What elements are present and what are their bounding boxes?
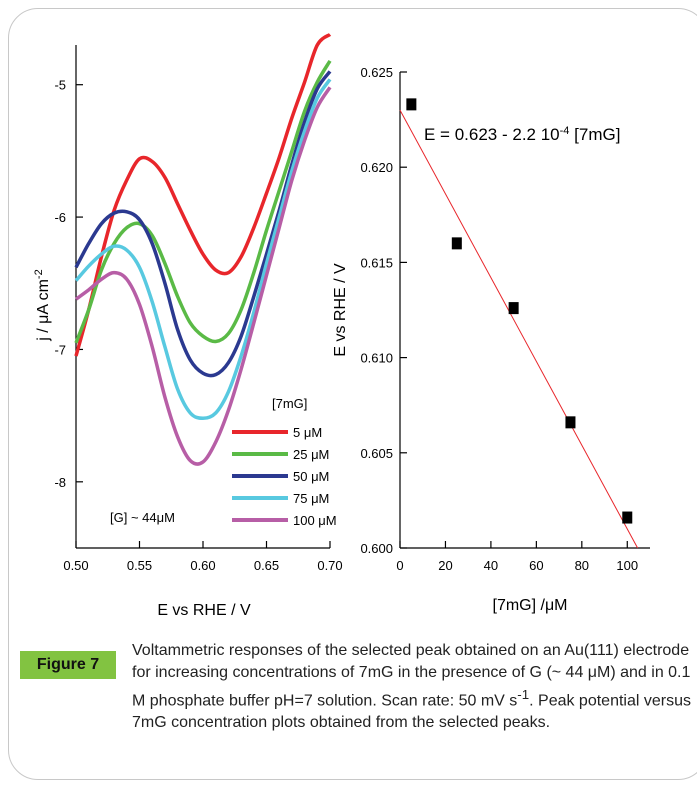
right-x-tick-label: 60 xyxy=(529,558,543,573)
legend-entry: 5 μM xyxy=(293,425,322,440)
right-x-tick-label: 40 xyxy=(484,558,498,573)
right-x-axis-label: [7mG] /μM xyxy=(493,597,568,614)
left-y-tick-label: -8 xyxy=(54,475,66,490)
left-x-tick-label: 0.60 xyxy=(190,558,215,573)
fit-line xyxy=(399,109,639,549)
left-x-tick-label: 0.70 xyxy=(317,558,342,573)
left-y-tick-label: -6 xyxy=(54,210,66,225)
right-x-tick-label: 0 xyxy=(396,558,403,573)
left-y-axis-label: j / μA cm-2 xyxy=(33,269,52,341)
right-y-tick-label: 0.605 xyxy=(360,446,393,461)
data-point xyxy=(451,237,462,250)
left-x-tick-label: 0.50 xyxy=(63,558,88,573)
data-point xyxy=(622,511,633,524)
concentration-annotation: [G] ~ 44μM xyxy=(110,510,175,525)
data-point xyxy=(508,302,519,315)
legend-entry: 100 μM xyxy=(293,513,337,528)
figure-caption: Voltammetric responses of the selected p… xyxy=(132,642,691,732)
right-y-axis-label: E vs RHE / V xyxy=(332,263,349,357)
legend-title: [7mG] xyxy=(272,396,307,411)
right-y-tick-label: 0.610 xyxy=(360,351,393,366)
data-point xyxy=(565,416,576,429)
right-y-tick-label: 0.620 xyxy=(360,160,393,175)
left-x-axis-label: E vs RHE / V xyxy=(157,602,251,619)
left-y-tick-label: -5 xyxy=(54,78,66,93)
figure-frame xyxy=(8,8,697,780)
left-y-tick-label: -7 xyxy=(54,342,66,357)
right-x-tick-label: 100 xyxy=(616,558,638,573)
right-x-tick-label: 20 xyxy=(438,558,452,573)
series-line-100M xyxy=(74,86,332,466)
series-line-25M xyxy=(74,59,332,344)
series-line-5M xyxy=(74,32,332,357)
legend-entry: 50 μM xyxy=(293,469,329,484)
figure-badge: Figure 7 xyxy=(20,651,116,679)
right-y-tick-label: 0.625 xyxy=(360,65,393,80)
right-x-tick-label: 80 xyxy=(575,558,589,573)
right-y-tick-label: 0.615 xyxy=(360,255,393,270)
data-point xyxy=(406,98,417,111)
left-panel: 0.50 0.55 0.60 0.65 0.70 -5 -6 -7 -8 E vs RHE / … xyxy=(33,32,343,619)
series-line-75M xyxy=(74,78,332,421)
left-x-tick-label: 0.65 xyxy=(254,558,279,573)
legend-entry: 75 μM xyxy=(293,491,329,506)
legend-entry: 25 μM xyxy=(293,447,329,462)
right-y-tick-label: 0.600 xyxy=(360,541,393,556)
left-x-tick-label: 0.55 xyxy=(127,558,152,573)
right-panel: 0 20 40 60 80 100 0.600 0.605 0.610 0.615 0.620 0.6… xyxy=(332,65,650,614)
fit-equation: E = 0.623 - 2.2 10-4 [7mG] xyxy=(424,125,620,144)
